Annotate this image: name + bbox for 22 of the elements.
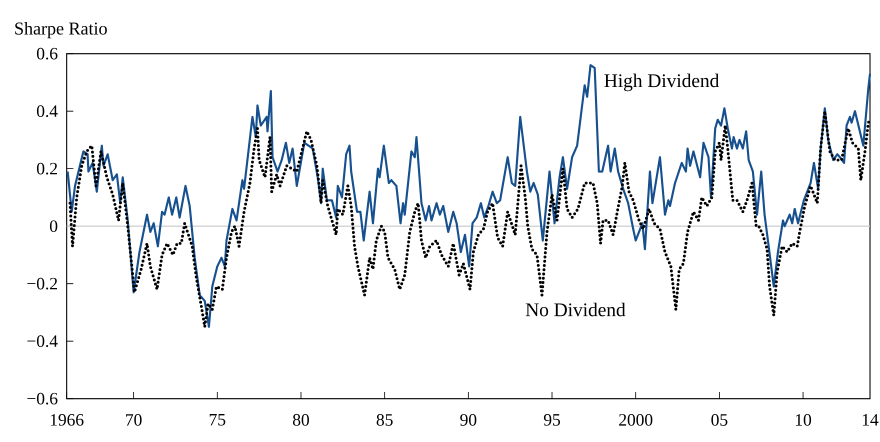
y-tick-label: 0 [50,220,58,232]
y-tick-label: −0.4 [27,335,58,348]
x-tick-label: 14 [862,414,878,426]
y-tick-label: 0.2 [36,162,58,175]
x-tick-label: 75 [210,414,226,426]
y-axis-title: Sharpe Ratio [15,22,107,38]
x-tick-label: 95 [544,414,560,426]
y-tick-label: −0.2 [27,278,58,290]
series-label: No Dividend [526,302,626,316]
x-tick-label: 70 [126,414,142,426]
line-series [66,64,872,328]
x-tick-label: 05 [711,414,728,426]
x-tick-label: 1966 [50,414,84,426]
x-tick-label: 10 [796,414,812,426]
series-label: High Dividend [604,74,720,92]
y-tick-label: 0.4 [36,105,58,118]
y-tick-label: −0.6 [27,392,58,405]
x-tick-label: 80 [292,414,309,426]
x-tick-label: 90 [460,414,476,426]
x-tick-label: 2000 [619,414,652,426]
y-tick-label: 0.6 [36,48,58,60]
x-tick-label: 85 [376,414,393,426]
